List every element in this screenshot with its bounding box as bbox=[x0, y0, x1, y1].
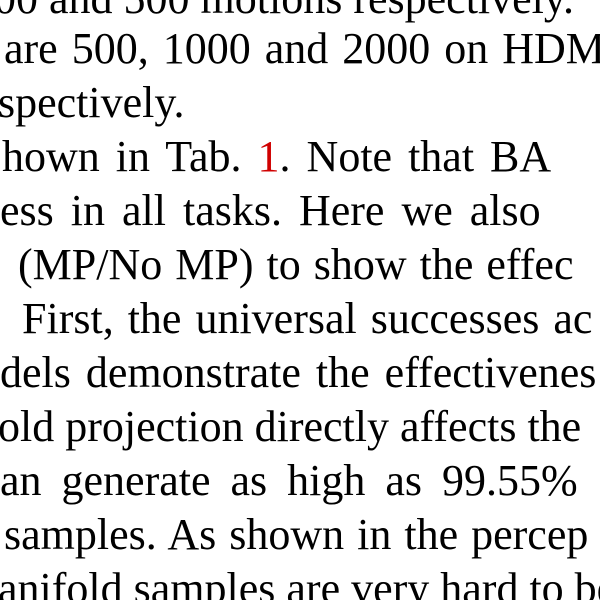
text-line: 00 and 500 motions respectively. bbox=[0, 0, 574, 26]
text-line: ess in all tasks. Here we also bbox=[0, 186, 541, 235]
text-fragment: . Note that BA bbox=[279, 132, 552, 181]
text-line: First, the universal successes ac bbox=[22, 294, 593, 343]
table-reference-link[interactable]: 1 bbox=[257, 132, 280, 181]
text-line: (MP/No MP) to show the effec bbox=[18, 240, 574, 289]
text-line: an generate as high as 99.55% bbox=[0, 456, 578, 505]
text-line: samples. As shown in the percep bbox=[4, 510, 589, 559]
text-line: dels demonstrate the effectivenes bbox=[0, 348, 597, 397]
text-line: old projection directly affects the bbox=[0, 402, 582, 451]
text-line: are 500, 1000 and 2000 on HDM bbox=[4, 24, 600, 73]
text-fragment: hown in Tab. bbox=[2, 132, 258, 181]
text-line: hown in Tab. 1. Note that BA bbox=[2, 130, 551, 184]
text-line: spectively. bbox=[0, 78, 185, 127]
text-line: anifold samples are very hard to be bbox=[0, 564, 600, 600]
